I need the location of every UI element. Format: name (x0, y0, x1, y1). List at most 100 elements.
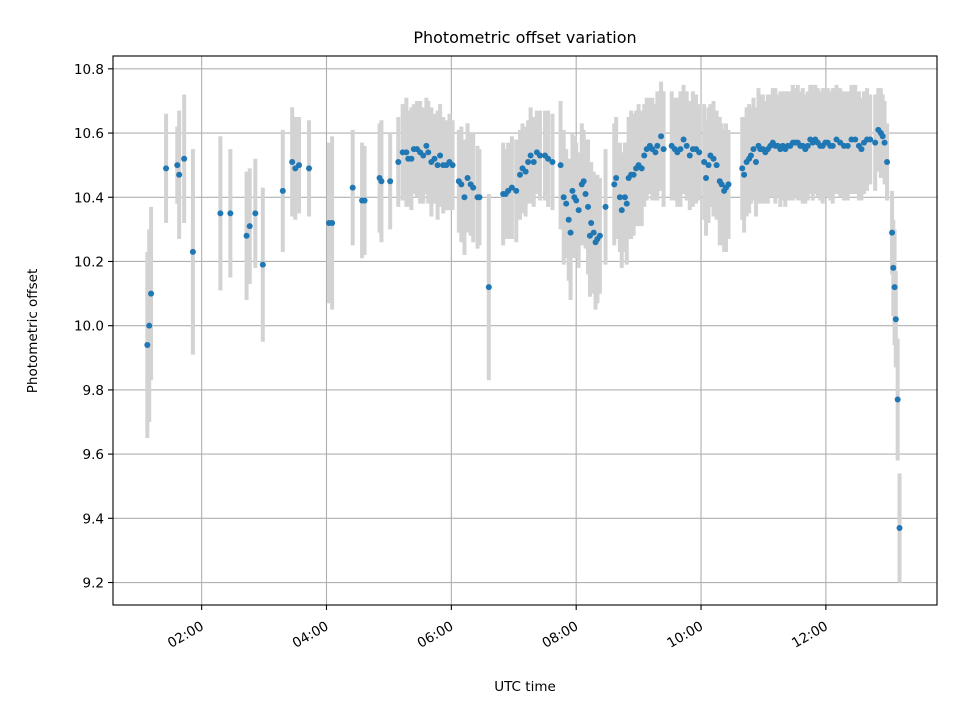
data-point (289, 158, 296, 165)
data-point (891, 284, 898, 291)
grid (113, 56, 937, 605)
data-point (573, 197, 580, 204)
data-point (630, 171, 637, 178)
data-point (434, 162, 441, 169)
data-point (513, 187, 520, 194)
data-point (569, 187, 576, 194)
y-tick-label: 9.6 (83, 447, 104, 463)
data-point (174, 162, 181, 169)
data-point (701, 158, 708, 165)
data-point (892, 316, 899, 323)
y-tick-label: 10.6 (74, 126, 104, 142)
data-point (545, 155, 552, 162)
data-point (718, 181, 725, 188)
y-tick-label: 10.0 (74, 319, 104, 335)
data-point (677, 146, 684, 153)
data-point (508, 184, 515, 191)
data-point (741, 171, 748, 178)
data-point (437, 152, 444, 159)
data-point (227, 210, 234, 217)
data-point (189, 248, 196, 255)
data-point (623, 200, 630, 207)
chart-title: Photometric offset variation (413, 28, 636, 47)
data-point (588, 219, 595, 226)
data-point (563, 200, 570, 207)
data-point (146, 322, 153, 329)
data-point (686, 152, 693, 159)
data-point (252, 210, 259, 217)
data-point (844, 142, 851, 149)
data-point (658, 133, 665, 140)
data-point (329, 219, 336, 226)
data-point (638, 165, 645, 172)
data-point (425, 149, 432, 156)
data-point (867, 136, 874, 143)
data-point (279, 187, 286, 194)
x-axis-label: UTC time (494, 679, 556, 695)
data-point (378, 178, 385, 185)
data-point (879, 133, 886, 140)
data-point (613, 175, 620, 181)
data-point (872, 139, 879, 146)
data-point (420, 152, 427, 159)
data-point (144, 341, 151, 348)
data-point (683, 142, 690, 149)
data-point (476, 194, 483, 201)
data-point (750, 146, 757, 153)
data-point (567, 229, 574, 236)
data-point (829, 142, 836, 149)
data-point (602, 203, 609, 210)
data-point (217, 210, 224, 217)
data-point (461, 194, 468, 201)
data-point (881, 139, 888, 146)
data-point (557, 162, 564, 169)
data-point (590, 229, 597, 236)
data-point (710, 155, 717, 162)
data-point (470, 184, 477, 191)
data-point (148, 290, 155, 297)
data-point (395, 158, 402, 165)
data-point (752, 158, 759, 165)
data-points (144, 126, 903, 531)
data-point (243, 232, 250, 239)
y-tick-label: 9.4 (83, 511, 104, 527)
y-tick-label: 10.4 (74, 190, 104, 206)
data-point (705, 162, 712, 169)
data-point (858, 146, 865, 153)
data-point (890, 264, 897, 271)
data-point (181, 155, 188, 162)
data-point (361, 197, 368, 204)
y-axis-label: Photometric offset (25, 269, 41, 393)
data-point (852, 136, 859, 143)
data-point (652, 149, 659, 156)
data-point (611, 181, 618, 188)
data-point (582, 191, 589, 198)
y-tick-label: 9.2 (83, 576, 104, 592)
data-point (703, 175, 710, 181)
data-point (549, 158, 556, 165)
data-point (894, 396, 901, 403)
y-tick-label: 10.2 (74, 254, 104, 270)
data-point (575, 207, 582, 214)
data-point (522, 168, 529, 175)
data-point (580, 178, 587, 185)
data-point (246, 223, 253, 230)
data-point (464, 175, 471, 181)
data-point (259, 261, 266, 268)
data-point (517, 171, 524, 178)
data-point (525, 158, 532, 165)
data-point (527, 152, 534, 159)
data-point (804, 142, 811, 149)
data-point (616, 194, 623, 201)
data-point (618, 207, 625, 214)
data-point (621, 194, 628, 201)
data-point (565, 216, 572, 223)
data-point (725, 181, 732, 188)
y-tick-label: 9.8 (83, 383, 104, 399)
data-point (423, 142, 430, 149)
plot-frame (112, 55, 938, 606)
data-point (458, 181, 465, 188)
data-point (176, 171, 183, 178)
data-point (680, 136, 687, 143)
y-tick-label: 10.8 (74, 62, 104, 78)
